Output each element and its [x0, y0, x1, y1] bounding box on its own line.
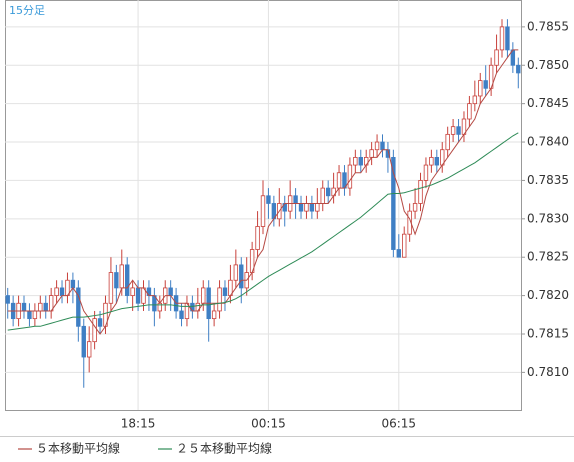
candle-body	[119, 264, 124, 289]
candle-body	[266, 195, 271, 204]
candle-body	[478, 80, 483, 97]
x-tick-label: 06:15	[381, 417, 416, 431]
moving-average-line	[7, 132, 519, 331]
moving-average-line	[7, 49, 519, 335]
candle-body	[450, 126, 456, 135]
candle-body	[369, 149, 374, 158]
y-tick-label: 0.7820	[527, 288, 569, 302]
candle-body	[86, 341, 92, 358]
candle-body	[70, 279, 76, 289]
candle-body	[347, 164, 353, 189]
candle-body	[494, 49, 499, 66]
candle-body	[27, 310, 32, 320]
candle-body	[353, 156, 358, 166]
candle-body	[59, 287, 65, 296]
x-tick-label: 00:15	[251, 417, 286, 431]
candle-body	[293, 195, 298, 204]
candle-body	[472, 95, 478, 105]
candle-body	[391, 156, 396, 250]
candle-body	[434, 156, 440, 166]
chart-title: 15分足	[9, 4, 45, 17]
y-tick-label: 0.7840	[527, 135, 569, 149]
plot-frame	[5, 0, 522, 411]
candle-body	[429, 156, 434, 166]
candle-body	[309, 203, 315, 212]
candle-body	[423, 164, 429, 181]
candle-body	[32, 310, 38, 320]
candle-body	[21, 302, 27, 312]
candle-body	[456, 126, 461, 135]
candle-body	[315, 203, 320, 212]
candle-body	[467, 103, 472, 120]
candle-body	[445, 133, 450, 151]
candle-body	[374, 141, 380, 151]
legend-label: ５本移動平均線	[36, 441, 120, 456]
candle-body	[260, 195, 266, 227]
candle-body	[135, 287, 141, 304]
candle-body	[179, 310, 184, 320]
candle-body	[499, 26, 505, 51]
candle-body	[211, 310, 217, 320]
candle-body	[483, 80, 488, 89]
y-tick-label: 0.7810	[527, 365, 569, 379]
candle-body	[320, 187, 325, 204]
candle-body	[108, 272, 114, 304]
candle-body	[168, 287, 173, 296]
y-tick-label: 0.7850	[527, 58, 569, 72]
candle-body	[114, 272, 119, 289]
candle-body	[233, 264, 239, 281]
y-tick-label: 0.7825	[527, 250, 569, 264]
candle-body	[516, 64, 521, 74]
candle-body	[130, 287, 135, 296]
candle-body	[239, 264, 244, 289]
candle-body	[222, 287, 228, 296]
candle-body	[304, 203, 309, 212]
candle-body	[402, 233, 407, 258]
y-tick-label: 0.7855	[527, 19, 569, 33]
y-tick-label: 0.7835	[527, 173, 569, 187]
candle-body	[97, 318, 103, 327]
candle-body	[418, 180, 423, 204]
candle-body	[358, 156, 363, 166]
candle-body	[298, 203, 304, 212]
candle-body	[92, 318, 97, 343]
candle-body	[396, 249, 401, 258]
legend-label: ２５本移動平均線	[176, 441, 272, 456]
candle-body	[201, 287, 206, 304]
candle-body	[325, 187, 331, 197]
candle-body	[54, 287, 59, 296]
candle-body	[43, 302, 48, 312]
candle-body	[76, 287, 81, 327]
candle-body	[336, 172, 342, 189]
candle-body	[125, 264, 130, 296]
candle-body	[505, 26, 510, 51]
candle-body	[81, 325, 86, 358]
y-tick-label: 0.7815	[527, 326, 569, 340]
x-tick-label: 18:15	[121, 417, 156, 431]
candle-body	[412, 203, 418, 212]
y-tick-label: 0.7845	[527, 96, 569, 110]
candle-body	[255, 226, 260, 250]
candle-body	[217, 287, 222, 312]
candle-body	[38, 302, 43, 312]
candle-body	[5, 295, 10, 304]
y-tick-label: 0.7830	[527, 211, 569, 225]
candle-body	[380, 141, 385, 151]
